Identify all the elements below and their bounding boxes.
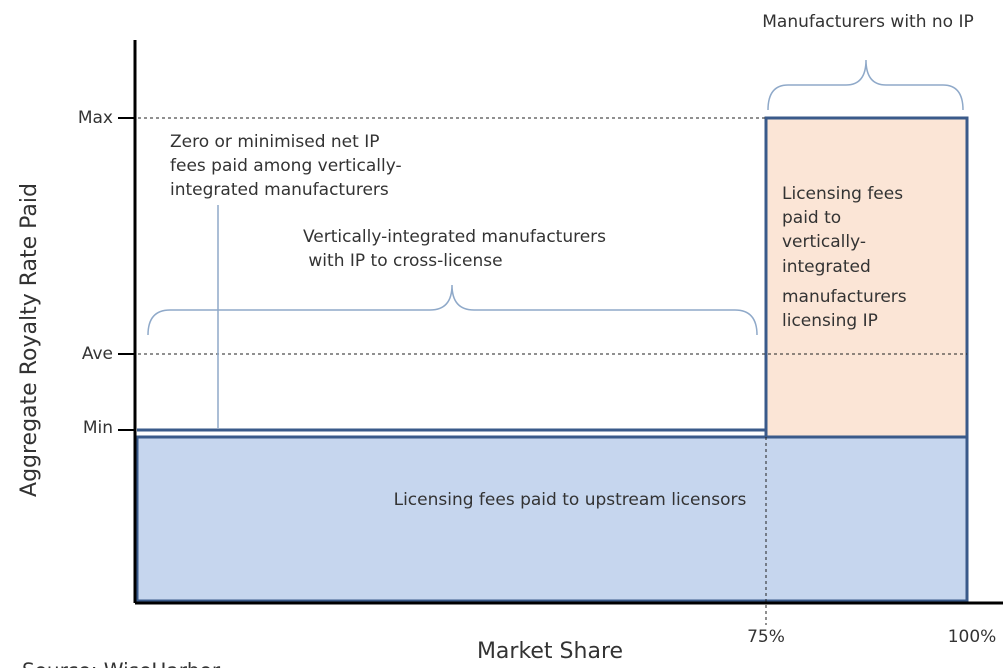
brace	[147, 284, 758, 336]
no-ip-region	[764, 116, 969, 439]
brace	[767, 59, 964, 111]
y-level: Max	[78, 108, 113, 128]
annotation: Vertically-integrated manufacturers	[303, 227, 606, 247]
annotation: licensing IP	[782, 311, 878, 331]
upstream-region	[135, 435, 969, 603]
annotation: integrated manufacturers	[170, 180, 389, 200]
annotation: with IP to cross-license	[303, 251, 503, 271]
x-axis-label: Market Share	[477, 639, 623, 664]
annotation: Manufacturers with no IP	[762, 12, 973, 32]
annotation: Licensing fees paid to upstream licensor…	[394, 490, 747, 510]
x-tick: 75%	[747, 627, 785, 647]
annotation: fees paid among vertically-	[170, 156, 402, 176]
annotation: paid to	[782, 208, 841, 228]
annotation: vertically-	[782, 232, 866, 252]
annotation: Zero or minimised net IP	[170, 132, 379, 152]
annotation: Licensing fees	[782, 184, 903, 204]
x-tick: 100%	[948, 627, 997, 647]
y-level: Ave	[82, 344, 113, 364]
y-level: Min	[83, 418, 113, 438]
source: Source: WiseHarbor	[22, 659, 221, 668]
annotation: integrated	[782, 257, 871, 277]
y-axis-label: Aggregate Royalty Rate Paid	[17, 183, 42, 497]
annotation: manufacturers	[782, 287, 907, 307]
